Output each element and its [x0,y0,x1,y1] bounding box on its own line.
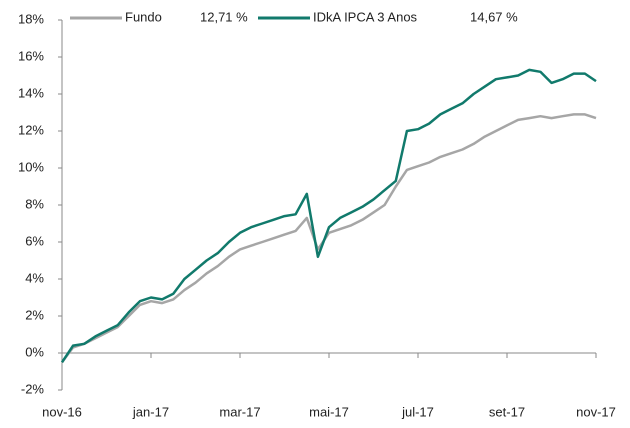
x-tick-label: jan-17 [132,404,169,419]
series-line [60,113,597,364]
legend-label: Fundo [125,9,162,24]
y-tick-label: 12% [18,122,44,137]
x-tick-label: jul-17 [401,404,434,419]
legend-value: 12,71 % [200,9,248,24]
x-tick-label: mar-17 [219,404,260,419]
y-tick-label: 8% [25,196,44,211]
y-tick-label: 2% [25,307,44,322]
y-tick-label: 16% [18,48,44,63]
x-tick-label: mai-17 [309,404,349,419]
y-tick-label: 14% [18,85,44,100]
x-tick-label: nov-16 [42,404,82,419]
series-line [60,68,597,363]
legend-value: 14,67 % [470,9,518,24]
y-tick-label: 0% [25,344,44,359]
y-tick-label: 18% [18,11,44,26]
x-tick-label: set-17 [489,404,525,419]
y-tick-label: -2% [21,381,45,396]
y-tick-label: 4% [25,270,44,285]
legend-label: IDkA IPCA 3 Anos [313,9,418,24]
y-tick-label: 10% [18,159,44,174]
y-tick-label: 6% [25,233,44,248]
x-tick-label: nov-17 [576,404,616,419]
